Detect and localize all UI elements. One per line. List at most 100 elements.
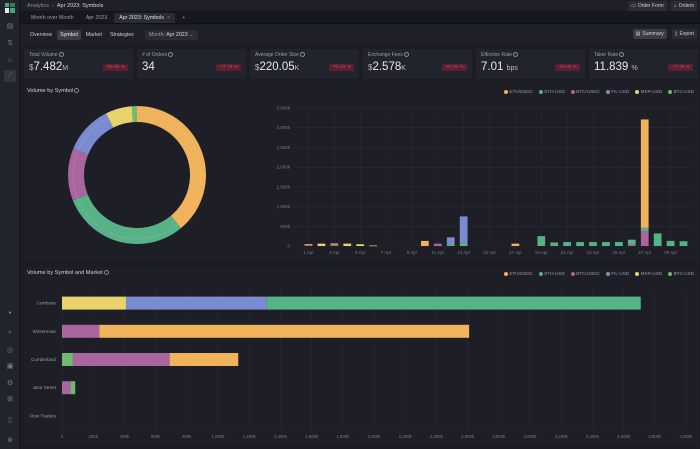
bar-segment (627, 239, 636, 245)
bar-segment (330, 244, 339, 246)
panel-icon[interactable]: ▯ (8, 417, 12, 424)
export-label: Export (679, 31, 694, 37)
export-button[interactable]: ▯ Export (671, 29, 697, 39)
info-icon[interactable] (103, 270, 109, 276)
subtab-symbol[interactable]: Symbol (57, 29, 81, 40)
bar-segment (356, 244, 365, 246)
order-form-button[interactable]: ▭ Order Form (628, 1, 667, 11)
panel-title: Volume by Symbol and Market (27, 270, 103, 276)
orders-button[interactable]: ⌂ Orders (670, 1, 697, 11)
analytics-icon[interactable]: ⟋ (4, 70, 16, 82)
legend-item[interactable]: ETH-USD (538, 271, 565, 276)
subtab-strategies[interactable]: Strategies (109, 31, 134, 38)
subtab-market[interactable]: Market (85, 31, 102, 38)
y-tick-label: 2,500k (276, 145, 290, 150)
info-icon[interactable] (168, 52, 174, 58)
category-label: Wintermute (33, 329, 57, 334)
subtab-overview[interactable]: Overview (30, 31, 53, 38)
layout-icon[interactable]: ⊞ (7, 396, 13, 403)
bar-segment (563, 242, 572, 246)
legend-item[interactable]: FIL-USD (605, 271, 629, 276)
tab-month-over-month[interactable]: Month over Month (26, 13, 79, 23)
orders-icon[interactable]: ▤ (6, 23, 14, 30)
legend-item[interactable]: FIL-USD (605, 89, 630, 94)
x-tick-label: 2,800k (492, 434, 506, 439)
legend-item[interactable]: BTC/USDC (570, 271, 600, 276)
info-icon[interactable] (299, 52, 305, 58)
info-icon[interactable] (513, 52, 519, 58)
category-label: Flow Traders (29, 413, 56, 418)
tab-apr-2023-symbols[interactable]: Apr 2023: Symbols × (114, 12, 176, 23)
legend-item[interactable]: BTC-USD (668, 271, 694, 276)
kpi-taker-rate: Taker Rate 11.839 % -77.49 % (589, 49, 698, 79)
help-icon[interactable]: ⊗ (7, 437, 13, 444)
y-tick-label: 2,000k (276, 165, 290, 170)
legend-item[interactable]: ETH/USDC (503, 271, 533, 276)
bar-segment (317, 243, 326, 246)
legend-dot (605, 89, 610, 94)
change-badge: -77.78 % (215, 64, 241, 71)
legend-item[interactable]: MKR-USD (635, 89, 662, 94)
summary-label: Summary (642, 31, 664, 37)
kpi-prefix: $ (368, 63, 373, 72)
x-tick-label: 11 Apr (431, 250, 444, 255)
tab-apr-2023[interactable]: Apr 2023 (81, 13, 113, 23)
order-form-label: Order Form (637, 3, 664, 9)
x-tick-label: 3,600k (617, 434, 631, 439)
x-tick-label: 2,600k (461, 434, 475, 439)
kpi-value: 7.01 (481, 61, 504, 73)
info-icon[interactable] (403, 52, 409, 58)
donut-slice (67, 148, 89, 201)
bar-segment (125, 296, 267, 310)
legend-label: ETH/USDC (509, 89, 533, 94)
logo-icon[interactable] (5, 3, 15, 13)
breadcrumb-root[interactable]: Analytics (27, 2, 50, 9)
info-icon[interactable] (58, 52, 64, 58)
x-tick-label: 3 Apr (329, 250, 340, 255)
legend-item[interactable]: ETH/USDC (503, 89, 533, 94)
legend-item[interactable]: BTC-USD (668, 89, 694, 94)
bar-segment (330, 243, 339, 245)
breadcrumb-separator: › (52, 2, 54, 9)
x-tick-label: 4,000k (680, 434, 694, 439)
x-tick-label: 600k (151, 434, 161, 439)
bar-segment (640, 119, 649, 228)
summary-button[interactable]: ▤ Summary (632, 29, 667, 39)
legend-item[interactable]: ETH-USD (538, 89, 565, 94)
settings-icon[interactable]: ⚙ (6, 380, 14, 387)
tab-bar: Month over Month Apr 2023 Apr 2023: Symb… (20, 12, 700, 24)
bar-segment (304, 244, 313, 246)
legend-label: MKR-USD (640, 89, 663, 94)
x-tick-label: 2,000k (368, 434, 382, 439)
bar-segment (369, 245, 378, 247)
globe-icon[interactable]: ◎ (6, 347, 14, 354)
x-tick-label: 0 (61, 434, 64, 439)
kpi-suffix: bps (506, 65, 518, 72)
close-icon[interactable]: × (166, 14, 171, 21)
donut-slice (106, 106, 134, 128)
legend-item[interactable]: BTC/USDC (570, 89, 600, 94)
kpi-exchange-fees: Exchange Fees $2.578K -97.51 % (363, 49, 472, 79)
donut-inner-ring (72, 110, 202, 240)
add-tab-button[interactable]: + (182, 14, 186, 21)
legend-item[interactable]: MKR-USD (635, 271, 662, 276)
bar-segment (627, 244, 636, 246)
month-select[interactable]: Month: Apr 2023 ⌄ (144, 29, 198, 40)
kpi-label: Average Order Size (255, 52, 299, 58)
trade-icon[interactable]: ⌂ (7, 56, 13, 64)
kpi-prefix: $ (255, 63, 260, 72)
bar-segment (511, 243, 520, 246)
sub-toolbar: Overview Symbol Market Strategies Month:… (20, 25, 700, 44)
info-icon[interactable] (619, 52, 625, 58)
kpi-row: Total Volume $7.482M -93.89 % # of Order… (24, 49, 698, 79)
search-icon[interactable]: ⌕ (8, 329, 12, 336)
info-icon[interactable] (74, 88, 80, 94)
y-tick-label: 0 (287, 244, 290, 249)
kpi-prefix: $ (29, 63, 34, 72)
x-tick-label: 1,200k (243, 434, 257, 439)
kpi-average-order-size: Average Order Size $220.05K -70.24 % (250, 49, 359, 79)
legend-label: FIL-USD (611, 89, 630, 94)
bar-segment (356, 244, 365, 245)
transfer-icon[interactable]: ⇅ (7, 40, 13, 47)
notifications-icon[interactable]: ▣ (6, 363, 14, 370)
